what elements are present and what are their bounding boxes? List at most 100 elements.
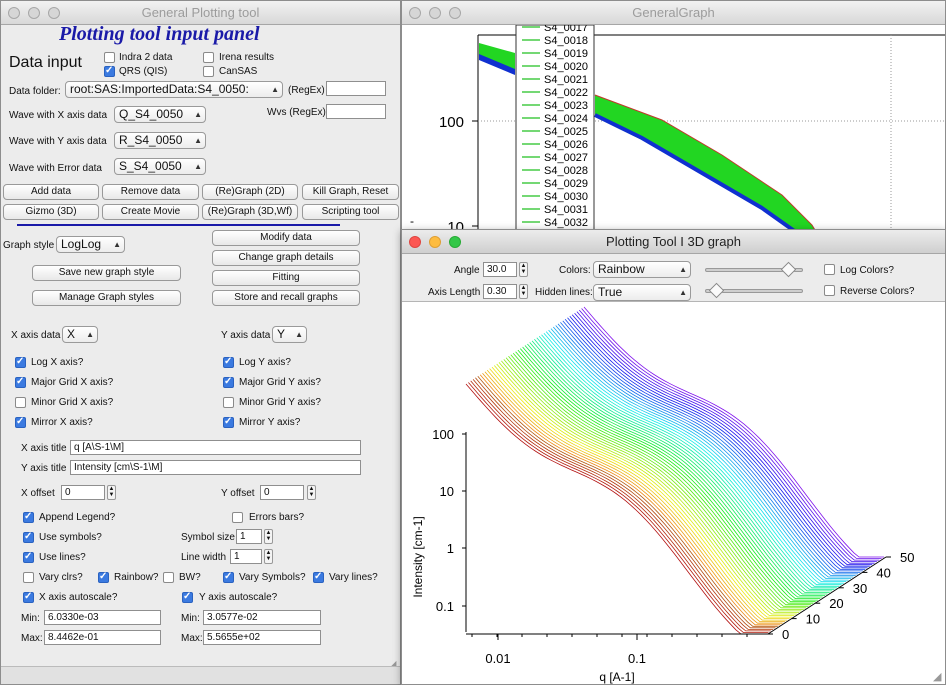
axis-length-stepper[interactable]: ▲ ▼	[519, 284, 528, 299]
kill-graph-button[interactable]: Kill Graph, Reset	[302, 184, 399, 200]
scripting-tool-button[interactable]: Scripting tool	[302, 204, 399, 220]
wvs-regex-field[interactable]	[326, 104, 386, 119]
y-title-field[interactable]: Intensity [cm\S-1\M]	[70, 460, 361, 475]
rainbow-checkbox[interactable]	[98, 571, 109, 583]
y-autoscale-checkbox[interactable]	[182, 591, 193, 603]
minimize-icon[interactable]	[28, 7, 40, 19]
close-icon[interactable]	[8, 7, 20, 19]
minimize-icon[interactable]	[429, 236, 441, 248]
close-icon[interactable]	[409, 236, 421, 248]
manage-styles-button[interactable]: Manage Graph styles	[32, 290, 181, 306]
panel-titlebar[interactable]: General Plotting tool	[1, 1, 400, 25]
remove-data-button[interactable]: Remove data	[102, 184, 199, 200]
3d-titlebar[interactable]: Plotting Tool I 3D graph	[402, 230, 945, 254]
axis-length-field[interactable]: 0.30	[483, 284, 517, 299]
vary-lines-checkbox[interactable]	[313, 571, 324, 583]
y-offset-field[interactable]: 0	[260, 485, 304, 500]
mirror-x-checkbox[interactable]	[15, 416, 26, 428]
regex-field[interactable]	[326, 81, 386, 96]
legend-entry: S4_0023	[544, 100, 588, 112]
wvs-regex-label: Wvs (RegEx)	[267, 107, 326, 118]
angle-label: Angle	[454, 265, 480, 276]
minor-y-checkbox[interactable]	[223, 397, 234, 408]
waterfall-line	[477, 376, 778, 627]
mirror-y-checkbox[interactable]	[223, 416, 234, 428]
symbol-size-stepper[interactable]: ▲ ▼	[264, 529, 273, 544]
graph-style-select[interactable]: LogLog ▲▼	[56, 236, 125, 253]
curve-bottom-blue	[594, 113, 802, 235]
hidden-lines-select[interactable]: True ▲▼	[593, 284, 691, 301]
log-colors-checkbox[interactable]	[824, 264, 835, 275]
store-recall-button[interactable]: Store and recall graphs	[212, 290, 360, 306]
change-graph-button[interactable]: Change graph details	[212, 250, 360, 266]
y-max-label: Max:	[181, 633, 203, 644]
major-y-checkbox[interactable]	[223, 376, 234, 388]
hidden-lines-value: True	[598, 285, 623, 299]
create-movie-button[interactable]: Create Movie	[102, 204, 199, 220]
x-offset-stepper[interactable]: ▲ ▼	[107, 485, 116, 500]
y-offset-stepper[interactable]: ▲ ▼	[307, 485, 316, 500]
angle-stepper[interactable]: ▲ ▼	[519, 262, 528, 277]
minimize-icon[interactable]	[429, 7, 441, 19]
x-autoscale-checkbox[interactable]	[23, 591, 34, 603]
zoom-icon[interactable]	[48, 7, 60, 19]
use-lines-checkbox[interactable]	[23, 551, 34, 563]
waterfall-line	[560, 322, 861, 573]
angle-slider[interactable]	[705, 261, 803, 278]
log-y-checkbox[interactable]	[223, 356, 234, 368]
resize-handle-icon[interactable]: ◢	[388, 659, 397, 671]
qrs-checkbox[interactable]	[104, 65, 115, 77]
minor-x-checkbox[interactable]	[15, 397, 26, 408]
use-symbols-checkbox[interactable]	[23, 531, 34, 543]
symbol-size-field[interactable]: 1	[236, 529, 262, 544]
waterfall-line	[512, 352, 814, 604]
zoom-icon[interactable]	[449, 7, 461, 19]
y-min-field[interactable]: 3.0577e-02	[203, 610, 321, 625]
data-folder-select[interactable]: root:SAS:ImportedData:S4_0050: ▲▼	[65, 81, 283, 98]
gizmo-button[interactable]: Gizmo (3D)	[3, 204, 99, 220]
err-wave-select[interactable]: S_S4_0050 ▲▼	[114, 158, 206, 175]
indra2-checkbox[interactable]	[104, 52, 115, 63]
y-wave-select[interactable]: R_S4_0050 ▲▼	[114, 132, 206, 149]
vary-clrs-checkbox[interactable]	[23, 572, 34, 583]
bw-checkbox[interactable]	[163, 572, 174, 583]
axis-length-slider-thumb[interactable]	[708, 282, 725, 299]
y-max-field[interactable]: 5.5655e+02	[203, 630, 321, 645]
errors-bars-checkbox[interactable]	[232, 512, 243, 523]
append-legend-checkbox[interactable]	[23, 511, 34, 523]
zoom-icon[interactable]	[449, 236, 461, 248]
graph-titlebar[interactable]: GeneralGraph	[402, 1, 945, 25]
line-width-field[interactable]: 1	[230, 549, 262, 564]
axis-length-slider[interactable]	[705, 282, 803, 299]
x-wave-select[interactable]: Q_S4_0050 ▲▼	[114, 106, 206, 123]
close-icon[interactable]	[409, 7, 421, 19]
reverse-colors-checkbox[interactable]	[824, 285, 835, 296]
x-title-field[interactable]: q [A\S-1\M]	[70, 440, 361, 455]
regraph-3d-button[interactable]: (Re)Graph (3D,Wf)	[202, 204, 298, 220]
line-width-stepper[interactable]: ▲ ▼	[264, 549, 273, 564]
legend-entry: S4_0032	[544, 217, 588, 229]
cansas-checkbox[interactable]	[203, 66, 214, 77]
angle-field[interactable]: 30.0	[483, 262, 517, 277]
log-x-checkbox[interactable]	[15, 356, 26, 368]
colors-select[interactable]: Rainbow ▲▼	[593, 261, 691, 278]
y-axis-data-select[interactable]: Y ▲▼	[272, 326, 307, 343]
indra2-label: Indra 2 data	[119, 52, 173, 63]
vary-clrs-label: Vary clrs?	[39, 572, 83, 583]
x-max-field[interactable]: 8.4462e-01	[44, 630, 161, 645]
x-offset-field[interactable]: 0	[61, 485, 105, 500]
save-style-button[interactable]: Save new graph style	[32, 265, 181, 281]
waterfall-line	[578, 309, 880, 561]
regraph-2d-button[interactable]: (Re)Graph (2D)	[202, 184, 298, 200]
vary-symbols-checkbox[interactable]	[223, 571, 234, 583]
major-x-checkbox[interactable]	[15, 376, 26, 388]
modify-data-button[interactable]: Modify data	[212, 230, 360, 246]
x-axis-data-select[interactable]: X ▲▼	[62, 326, 98, 343]
irena-checkbox[interactable]	[203, 52, 214, 63]
resize-handle-icon[interactable]: ◢	[933, 671, 942, 683]
waterfall-line	[489, 368, 790, 620]
x-min-field[interactable]: 6.0330e-03	[44, 610, 161, 625]
angle-slider-thumb[interactable]	[781, 261, 797, 278]
add-data-button[interactable]: Add data	[3, 184, 99, 200]
fitting-button[interactable]: Fitting	[212, 270, 360, 286]
